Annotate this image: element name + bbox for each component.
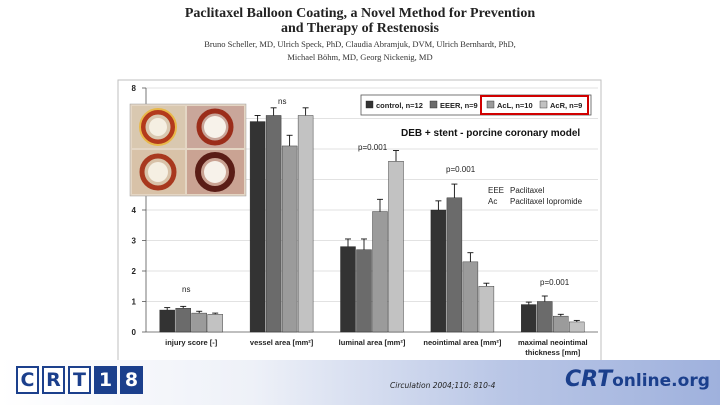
- annotation-ns-injury: ns: [182, 285, 190, 294]
- logo-letter-t: T: [68, 366, 91, 394]
- bar-4-2: [553, 315, 569, 333]
- logo-letter-r: R: [42, 366, 65, 394]
- legend-highlight-box: [480, 95, 589, 115]
- y-tick-label-4: 4: [132, 206, 137, 215]
- x-category-label-4-1: thickness [mm]: [525, 348, 581, 357]
- annotation-p-luminal: p=0.001: [358, 143, 388, 152]
- x-category-label-0-0: injury score [-]: [165, 338, 218, 347]
- bar-4-0: [521, 304, 537, 333]
- abbrev-label-paclitaxel-iopromide: Paclitaxel Iopromide: [510, 197, 583, 206]
- authors-line2: Michael Böhm, MD, Georg Nickenig, MD: [287, 52, 433, 62]
- abbreviation-key: EEE Paclitaxel Ac Paclitaxel Iopromide: [488, 186, 583, 206]
- legend-label-2: AcL, n=10: [497, 101, 533, 110]
- bar-3-1: [446, 197, 463, 333]
- bar-4-3: [569, 321, 585, 333]
- legend-label-0: control, n=12: [376, 101, 423, 110]
- histology-inset-photo: [129, 103, 247, 197]
- annotation-p-neointimal: p=0.001: [446, 165, 476, 174]
- citation: Circulation 2004;110: 810-4: [390, 381, 496, 390]
- annotation-ns-vessel: ns: [278, 97, 286, 106]
- bar-0-1: [175, 308, 191, 333]
- abbrev-label-paclitaxel: Paclitaxel: [510, 186, 544, 195]
- title-block: Paclitaxel Balloon Coating, a Novel Meth…: [0, 6, 720, 62]
- legend-swatch-0: [365, 100, 374, 109]
- abbrev-code-ac: Ac: [488, 197, 497, 206]
- legend-label-3: AcR, n=9: [550, 101, 582, 110]
- bar-0-2: [191, 312, 207, 333]
- x-category-label-3-0: neointimal area [mm²]: [423, 338, 501, 347]
- chart-title: DEB + stent - porcine coronary model: [401, 128, 580, 139]
- legend-swatch-2: [486, 100, 495, 109]
- bar-1-1: [265, 115, 282, 333]
- legend-label-1: EEER, n=9: [440, 101, 478, 110]
- annotation-p-thickness: p=0.001: [540, 278, 570, 287]
- y-tick-label-3: 3: [132, 237, 137, 246]
- bar-1-3: [297, 115, 314, 333]
- legend-swatch-1: [429, 100, 438, 109]
- bar-3-3: [478, 286, 495, 333]
- x-category-label-2-0: luminal area [mm²]: [339, 338, 406, 347]
- logo-digit-1: 1: [94, 366, 117, 394]
- y-tick-label-8: 8: [132, 84, 137, 93]
- logo-letter-c: C: [16, 366, 39, 394]
- bar-3-0: [430, 209, 447, 333]
- bar-2-1: [356, 249, 372, 333]
- crtonline-logo: CRTonline.org: [565, 367, 710, 392]
- bar-1-0: [249, 121, 266, 333]
- crtonline-suffix: online.org: [612, 371, 710, 391]
- y-tick-label-1: 1: [132, 298, 137, 307]
- bar-4-1: [537, 301, 553, 333]
- y-tick-label-0: 0: [132, 328, 137, 337]
- legend-swatch-3: [539, 100, 548, 109]
- paper-title-line1: Paclitaxel Balloon Coating, a Novel Meth…: [184, 6, 536, 21]
- bar-2-2: [372, 211, 388, 333]
- legend: control, n=12 EEER, n=9 AcL, n=10 AcR, n=9: [360, 94, 592, 116]
- authors-line1: Bruno Scheller, MD, Ulrich Speck, PhD, C…: [204, 39, 516, 49]
- bar-0-3: [207, 314, 223, 333]
- crt18-logo: C R T 1 8: [16, 366, 146, 394]
- bar-3-2: [462, 261, 479, 333]
- y-tick-label-2: 2: [132, 267, 137, 276]
- x-category-label-4-0: maximal neointimal: [518, 338, 588, 347]
- paper-title-line2: and Therapy of Restenosis: [280, 21, 440, 36]
- abbrev-code-eee: EEE: [488, 186, 504, 195]
- bar-2-0: [340, 246, 356, 333]
- bar-2-3: [388, 160, 404, 333]
- legend-box: [360, 94, 592, 116]
- bar-0-0: [159, 309, 175, 333]
- bar-1-2: [281, 145, 298, 333]
- x-category-label-1-0: vessel area [mm²]: [250, 338, 314, 347]
- crtonline-crt: CRT: [565, 367, 613, 392]
- logo-digit-8: 8: [120, 366, 143, 394]
